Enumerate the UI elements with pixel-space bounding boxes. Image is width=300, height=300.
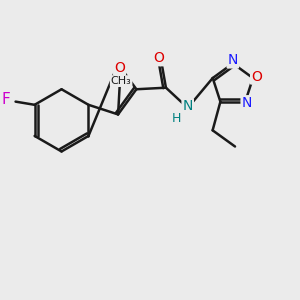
Text: CH₃: CH₃ bbox=[111, 76, 131, 86]
Text: N: N bbox=[242, 96, 252, 110]
Text: O: O bbox=[154, 51, 164, 65]
Text: O: O bbox=[251, 70, 262, 84]
Text: N: N bbox=[182, 99, 193, 113]
Text: H: H bbox=[172, 112, 181, 125]
Text: O: O bbox=[114, 61, 125, 75]
Text: N: N bbox=[228, 53, 238, 68]
Text: F: F bbox=[2, 92, 10, 107]
